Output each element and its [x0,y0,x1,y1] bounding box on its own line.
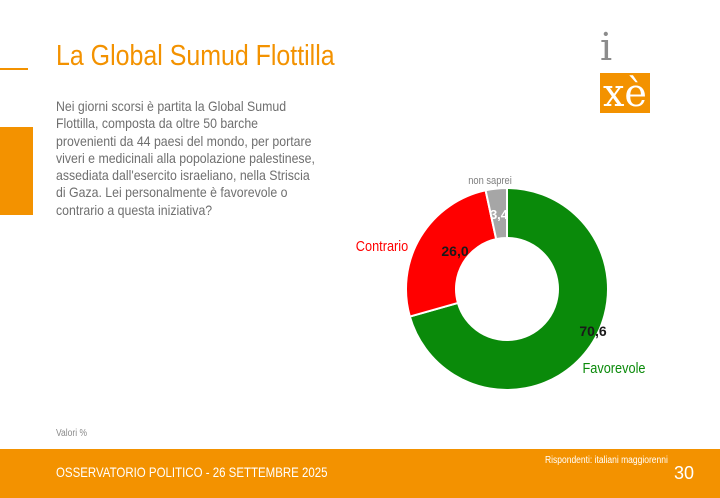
values-note: Valori % [56,428,88,439]
footer-bar: OSSERVATORIO POLITICO - 26 SETTEMBRE 202… [0,449,720,498]
value-label-non-saprei: 3,4 [490,207,509,222]
page-number: 30 [674,463,695,483]
value-label-favorevole: 70,6 [579,323,606,339]
slice-contrario [405,189,498,318]
footer-source: OSSERVATORIO POLITICO - 26 SETTEMBRE 202… [56,464,328,480]
ixe-logo: ixè [600,24,662,113]
logo-letter-i: i [600,25,613,69]
slice-favorevole [408,186,609,391]
category-label-favorevole: Favorevole [582,359,645,376]
logo-letters-xe: xè [600,73,650,113]
question-text: Nei giorni scorsi è partita la Global Su… [56,98,315,218]
page-title: La Global Sumud Flottilla [56,40,335,72]
title-rule [0,68,28,70]
category-label-non-saprei: non saprei [468,175,512,187]
side-accent-block [0,127,33,215]
slice-non-saprei [484,186,508,241]
category-label-contrario: Contrario [356,237,409,254]
value-label-contrario: 26,0 [441,243,468,259]
footer-respondents: Rispondenti: italiani maggiorenni [545,455,668,466]
donut-chart: 70,6 Favorevole 26,0 Contrario 3,4 non saprei [356,175,646,391]
